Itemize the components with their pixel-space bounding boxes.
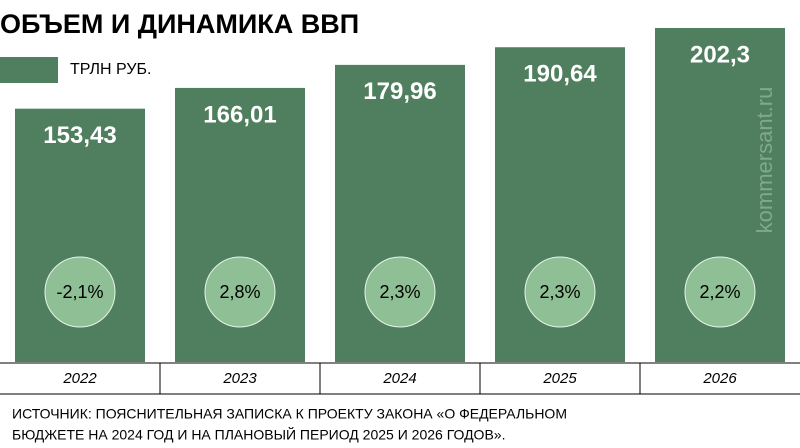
legend-swatch [0, 57, 58, 83]
x-tick-label: 2024 [382, 370, 416, 387]
growth-circle [684, 256, 756, 328]
x-tick-label: 2026 [702, 370, 737, 387]
x-tick-label: 2023 [222, 370, 257, 387]
growth-circle [364, 256, 436, 328]
legend-label: ТРЛН РУБ. [70, 61, 151, 78]
value-label: 166,01 [203, 101, 276, 128]
value-label: 153,43 [43, 122, 116, 149]
watermark: kommersant.ru [752, 87, 777, 234]
x-tick-label: 2025 [542, 370, 577, 387]
growth-circle [524, 256, 596, 328]
source-note: БЮДЖЕТЕ НА 2024 ГОД И НА ПЛАНОВЫЙ ПЕРИОД… [12, 426, 505, 443]
growth-label: 2,8% [219, 282, 260, 302]
value-label: 179,96 [363, 78, 436, 105]
growth-circle [44, 256, 116, 328]
value-label: 202,3 [690, 41, 750, 68]
x-tick-label: 2022 [62, 370, 97, 387]
growth-label: -2,1% [56, 282, 103, 302]
value-label: 190,64 [523, 61, 597, 88]
growth-label: 2,3% [539, 282, 580, 302]
growth-label: 2,3% [379, 282, 420, 302]
growth-circle [204, 256, 276, 328]
source-note: ИСТОЧНИК: ПОЯСНИТЕЛЬНАЯ ЗАПИСКА К ПРОЕКТ… [12, 406, 567, 422]
chart-title: ОБЪЕМ И ДИНАМИКА ВВП [0, 9, 359, 39]
growth-label: 2,2% [699, 282, 740, 302]
